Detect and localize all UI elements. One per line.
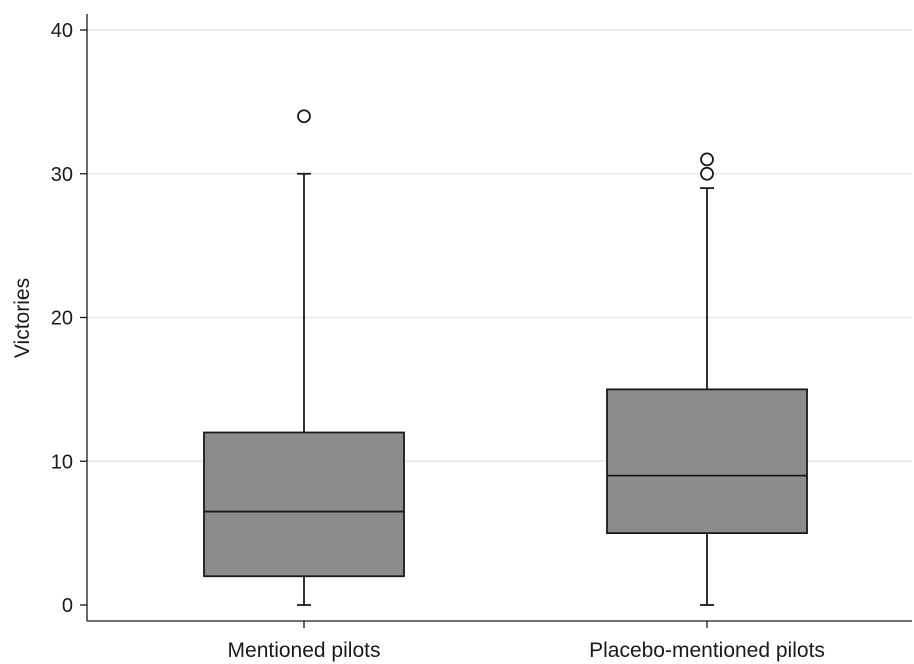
axes: 0 10 20 30 40 Mentioned pilots Placebo-mention… (51, 14, 912, 662)
y-tick-label-10: 10 (51, 451, 73, 473)
box-group-1 (606, 152, 808, 606)
outlier-point-1 (700, 152, 714, 167)
y-tick-label-40: 40 (51, 20, 73, 42)
boxes (203, 109, 808, 606)
outlier-point-0 (700, 166, 714, 181)
box-group-0 (203, 109, 405, 606)
box-iqr (203, 431, 405, 578)
x-tick-label-1: Placebo-mentioned pilots (589, 639, 825, 662)
box-iqr (606, 388, 808, 535)
y-axis-title: Victories (11, 278, 34, 358)
outlier-point-0 (297, 109, 311, 124)
y-tick-label-0: 0 (62, 595, 73, 617)
y-tick-label-30: 30 (51, 164, 73, 186)
y-tick-label-20: 20 (51, 308, 73, 330)
x-tick-label-0: Mentioned pilots (228, 639, 381, 662)
